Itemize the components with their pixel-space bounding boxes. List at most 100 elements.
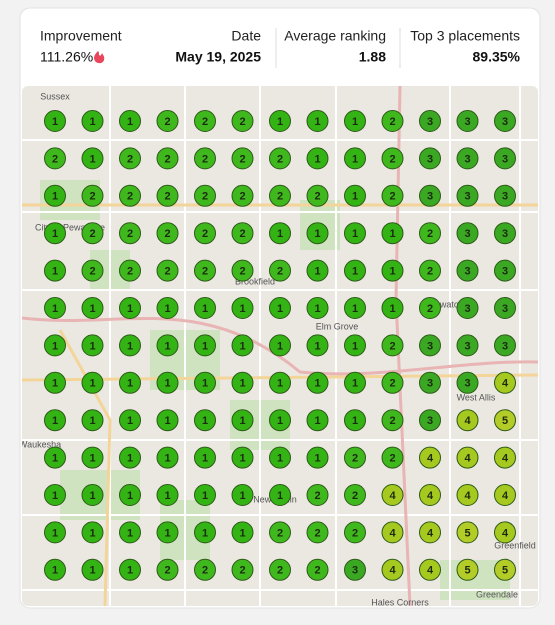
rank-dot [81,484,104,506]
rank-value: 2 [239,191,245,203]
rank-value: 2 [202,266,208,278]
rank-dot [81,371,104,394]
rank-value: 1 [314,116,320,128]
rank-value: 2 [127,153,133,165]
rank-value: 3 [464,116,470,128]
rank-dot [306,259,329,282]
rank-value: 2 [277,527,283,539]
rank-value: 1 [277,228,283,240]
rank-dot [456,409,479,432]
rank-dot [44,484,66,506]
rank-value: 3 [464,303,470,315]
rank-dot [381,521,404,544]
rank-dot [494,409,516,432]
rank-dot [419,259,441,282]
rank-dot [156,446,179,469]
rank-dot [81,409,104,432]
stat-label: Top 3 placements [410,28,520,44]
rank-dot [194,409,216,432]
rank-dot [156,521,179,544]
rank-dot [156,147,179,170]
rank-value: 1 [239,527,245,539]
rank-dot [306,147,329,170]
rank-value: 2 [127,266,133,278]
rank-dot [381,558,404,581]
rank-value: 4 [502,527,509,539]
rank-dot [269,371,291,394]
rank-dot [119,259,141,282]
rank-dot [231,297,254,319]
rank-value: 1 [352,378,358,390]
rank-value: 1 [352,340,358,352]
rank-value: 2 [314,191,320,203]
rank-dot [156,484,179,506]
rank-dot [381,446,404,469]
rank-value: 1 [52,378,58,390]
rank-value: 1 [164,453,170,465]
rank-value: 1 [314,266,320,278]
rank-dot [156,184,179,207]
rank-dot [231,334,254,357]
rank-value: 1 [277,415,283,427]
rank-dot [119,297,141,319]
rank-dot [456,184,479,207]
rank-dot [344,484,366,506]
rank-dot [194,110,216,132]
rank-value: 2 [352,453,358,465]
rank-value: 1 [52,340,58,352]
rank-dot [156,222,179,245]
rank-value: 1 [164,527,170,539]
rank-value: 1 [164,378,170,390]
rank-dot [156,334,179,357]
rank-dot [44,222,66,245]
rank-dot [419,371,441,394]
rank-value: 1 [89,378,95,390]
rank-dot [344,409,366,432]
rank-value: 1 [314,378,320,390]
rank-dot [381,484,404,506]
rank-dot [81,222,104,245]
rank-dot [269,409,291,432]
rank-dot [419,147,441,170]
rank-value: 2 [352,490,358,502]
rank-value: 1 [127,565,133,577]
rank-value: 2 [52,153,58,165]
rank-dot [119,371,141,394]
rank-value: 3 [502,153,508,165]
rank-dot [44,110,66,132]
rank-value: 4 [427,490,434,502]
rank-dot [344,334,366,357]
rank-dot [44,446,66,469]
rank-value: 2 [164,565,170,577]
rank-value: 2 [239,565,245,577]
rank-value: 4 [464,415,471,427]
rank-dot [344,259,366,282]
rank-value: 1 [277,378,283,390]
map-label: Greenfield [494,540,536,550]
rank-dot [344,222,366,245]
rank-value: 1 [164,303,170,315]
rank-value: 1 [164,340,170,352]
stat-label: Date [231,28,261,44]
rank-dot [269,521,291,544]
rank-value: 1 [352,266,358,278]
rank-dot [194,558,216,581]
rank-value: 4 [502,453,509,465]
rank-value: 1 [277,340,283,352]
rank-value: 1 [52,527,58,539]
rank-value: 1 [52,453,58,465]
rank-value: 4 [502,378,509,390]
rank-value: 3 [427,116,433,128]
rank-dot [494,297,516,319]
rank-value: 2 [389,453,395,465]
rank-dot [194,184,216,207]
rank-dot [419,222,441,245]
rank-value: 4 [389,565,396,577]
rank-dot [306,334,329,357]
rank-value: 2 [389,153,395,165]
rank-value: 1 [127,303,133,315]
rank-dot [419,409,441,432]
rank-value: 2 [277,153,283,165]
rank-value: 1 [52,303,58,315]
rank-dot [306,446,329,469]
